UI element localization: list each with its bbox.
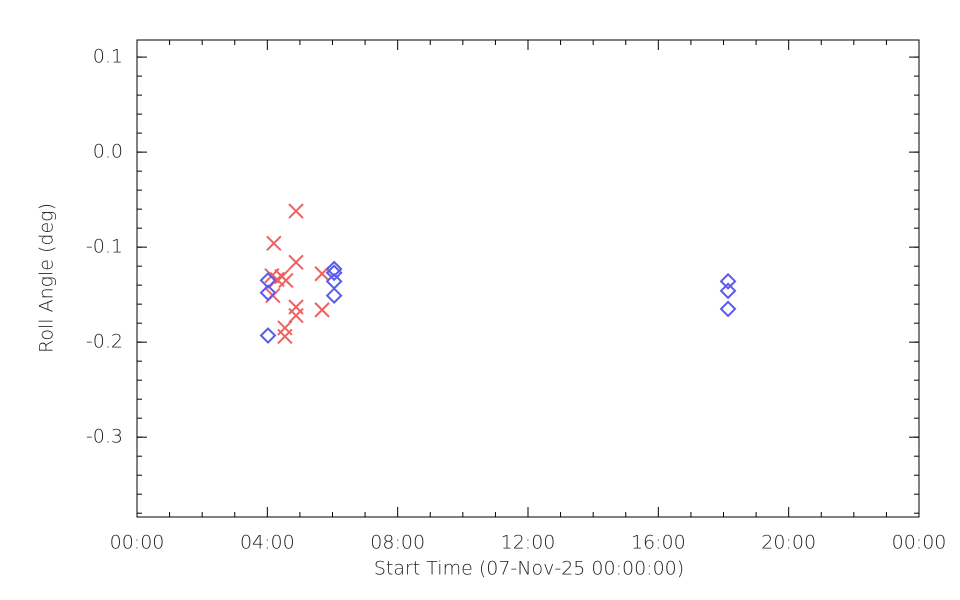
x-tick-label: 08:00 [370, 532, 425, 554]
x-marker [314, 302, 330, 318]
y-tick-label: -0.1 [86, 236, 123, 258]
x-tick-label: 00:00 [110, 532, 165, 554]
x-axis-label: Start Time (07-Nov-25 00:00:00) [374, 558, 684, 580]
x-marker [277, 328, 293, 345]
diamond-marker [325, 260, 343, 278]
diamond-marker [259, 284, 277, 302]
x-marker [266, 235, 282, 252]
y-tick-label: 0.1 [93, 46, 123, 68]
x-tick-label: 12:00 [501, 532, 556, 554]
y-tick-label: -0.3 [86, 426, 123, 448]
diamond-marker [325, 287, 343, 305]
diamond-marker [259, 271, 277, 289]
y-axis-label: Roll Angle (deg) [36, 203, 58, 353]
x-marker [278, 272, 294, 289]
diamond-marker [719, 300, 737, 318]
diamond-marker [325, 264, 343, 282]
x-marker [288, 307, 304, 324]
x-tick-label: 04:00 [240, 532, 295, 554]
x-tick-label: 16:00 [631, 532, 686, 554]
x-tick-label: 00:00 [892, 532, 947, 554]
diamond-marker [719, 272, 737, 290]
diamond-marker [719, 282, 737, 300]
x-marker [288, 203, 304, 219]
plot-frame [136, 39, 920, 518]
diamond-marker [259, 327, 277, 344]
x-marker [288, 254, 304, 271]
y-tick-label: 0.0 [93, 141, 123, 163]
x-tick-label: 20:00 [761, 532, 816, 554]
y-tick-label: -0.2 [86, 331, 123, 353]
